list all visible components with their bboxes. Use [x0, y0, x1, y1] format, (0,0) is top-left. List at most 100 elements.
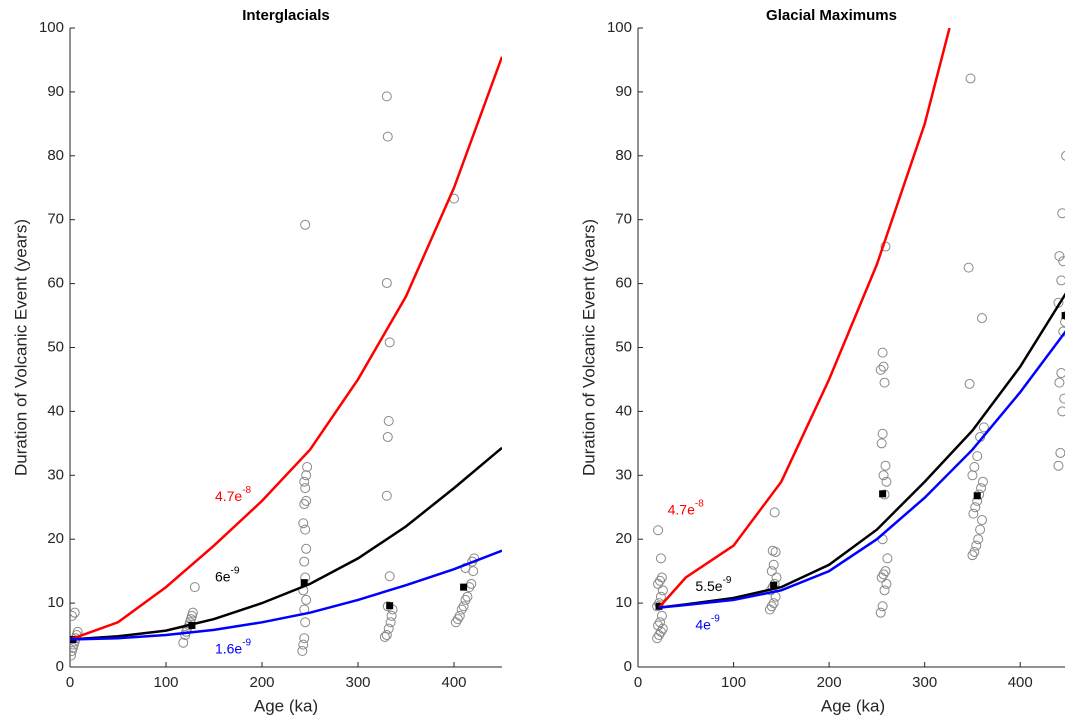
- data-point: [877, 347, 888, 358]
- y-tick-label: 50: [47, 338, 64, 355]
- y-tick-label: 40: [615, 402, 632, 419]
- curve-label-base: 4.7e: [668, 501, 695, 517]
- mean-marker: [300, 579, 308, 587]
- model-curve: [70, 446, 502, 641]
- data-point: [967, 470, 978, 481]
- x-axis-label: Age (ka): [254, 696, 318, 715]
- y-tick-label: 70: [47, 211, 64, 228]
- curve-label-exponent: -9: [242, 637, 251, 648]
- data-point: [766, 566, 777, 577]
- mean-marker: [386, 602, 394, 610]
- data-point: [977, 313, 987, 324]
- data-point: [458, 601, 469, 612]
- data-point: [764, 604, 775, 615]
- y-tick-label: 60: [615, 275, 632, 292]
- x-tick-label: 200: [249, 674, 274, 691]
- mean-marker: [460, 583, 468, 591]
- data-point: [70, 650, 76, 661]
- curve-label: 4.7e-8: [215, 485, 252, 504]
- data-point: [973, 534, 984, 545]
- y-tick-label: 60: [47, 275, 64, 292]
- data-point: [881, 578, 892, 589]
- data-point: [657, 585, 668, 596]
- data-point: [876, 438, 887, 449]
- x-tick-label: 100: [721, 674, 746, 691]
- y-tick-label: 10: [47, 594, 64, 611]
- data-point: [768, 559, 779, 570]
- data-point: [967, 550, 978, 561]
- y-tick-label: 80: [47, 147, 64, 164]
- model-curve: [70, 56, 502, 641]
- y-tick-label: 30: [615, 466, 632, 483]
- data-point: [385, 617, 396, 628]
- data-point: [652, 633, 663, 644]
- data-point: [654, 575, 665, 586]
- curve-label-base: 4e: [695, 616, 711, 632]
- data-point: [1061, 150, 1065, 161]
- data-point: [298, 639, 309, 650]
- curve-label: 5.5e-9: [695, 575, 732, 594]
- data-point: [450, 617, 461, 628]
- data-point: [454, 610, 465, 621]
- data-point: [1057, 406, 1065, 417]
- data-point: [968, 508, 979, 519]
- data-point: [462, 591, 473, 602]
- data-point: [971, 540, 982, 551]
- mean-marker: [770, 581, 778, 589]
- data-point: [452, 614, 463, 625]
- data-point: [1053, 460, 1064, 471]
- data-point: [975, 524, 986, 535]
- data-point: [300, 524, 311, 535]
- data-point: [656, 572, 667, 583]
- data-point: [771, 572, 782, 583]
- data-point: [655, 553, 666, 564]
- data-point: [301, 594, 312, 605]
- x-axis-label: Age (ka): [821, 696, 885, 715]
- data-point: [297, 646, 308, 657]
- y-tick-label: 0: [56, 658, 64, 675]
- data-point: [299, 476, 310, 487]
- data-point: [70, 607, 80, 618]
- curve-label-base: 6e: [215, 568, 231, 584]
- curve-label: 6e-9: [215, 565, 240, 584]
- x-tick-label: 300: [912, 674, 937, 691]
- data-point: [976, 483, 987, 494]
- curve-label-exponent: -8: [695, 498, 704, 509]
- data-point: [300, 219, 311, 230]
- y-tick-label: 100: [39, 19, 64, 36]
- data-point: [1060, 316, 1065, 327]
- curve-label-exponent: -9: [231, 565, 240, 576]
- data-point: [1055, 447, 1065, 458]
- curve-label-base: 1.6e: [215, 640, 242, 656]
- data-point: [653, 620, 664, 631]
- curve-label: 4.7e-8: [668, 498, 705, 517]
- data-point: [766, 601, 777, 612]
- data-point: [301, 543, 312, 554]
- data-point: [299, 633, 310, 644]
- y-axis-label: Duration of Volcanic Event (years): [579, 219, 598, 476]
- data-point: [299, 499, 310, 510]
- data-point: [1054, 377, 1065, 388]
- x-tick-label: 0: [66, 674, 74, 691]
- data-point: [301, 495, 312, 506]
- data-point: [770, 591, 781, 602]
- data-point: [972, 451, 983, 462]
- data-point: [298, 518, 309, 529]
- data-point: [977, 476, 988, 487]
- data-point: [381, 91, 392, 102]
- y-tick-label: 30: [47, 466, 64, 483]
- data-point: [189, 582, 200, 593]
- data-point: [381, 490, 392, 501]
- model-curve: [658, 330, 1065, 609]
- model-curve: [658, 28, 951, 609]
- data-point: [1056, 275, 1065, 286]
- data-point: [964, 378, 975, 389]
- model-curve: [70, 549, 502, 641]
- x-tick-label: 400: [441, 674, 466, 691]
- mean-marker: [1061, 312, 1065, 320]
- curve-label: 1.6e-9: [215, 637, 252, 656]
- data-point: [977, 515, 987, 526]
- data-point: [383, 623, 394, 634]
- data-point: [878, 470, 889, 481]
- data-point: [187, 607, 198, 618]
